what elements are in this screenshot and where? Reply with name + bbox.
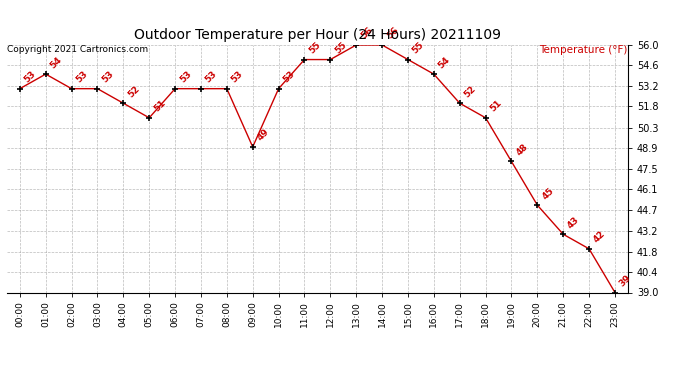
Text: 53: 53 [75,69,90,84]
Text: 54: 54 [48,55,63,70]
Text: 51: 51 [489,98,504,114]
Text: 53: 53 [100,69,115,84]
Text: 52: 52 [126,84,141,99]
Text: 48: 48 [514,142,529,157]
Text: 53: 53 [178,69,193,84]
Text: 45: 45 [540,186,555,201]
Text: 43: 43 [566,215,581,230]
Text: 42: 42 [592,230,607,244]
Text: 53: 53 [23,69,38,84]
Text: 53: 53 [282,69,297,84]
Text: 55: 55 [307,40,322,56]
Text: 56: 56 [359,26,374,41]
Text: Copyright 2021 Cartronics.com: Copyright 2021 Cartronics.com [7,45,148,54]
Text: 53: 53 [230,69,245,84]
Text: 54: 54 [437,55,452,70]
Text: 49: 49 [255,128,271,143]
Text: 55: 55 [411,40,426,56]
Text: 52: 52 [462,84,477,99]
Text: 39: 39 [618,273,633,288]
Text: 56: 56 [385,26,400,41]
Text: 53: 53 [204,69,219,84]
Text: 51: 51 [152,98,167,114]
Text: Temperature (°F): Temperature (°F) [540,45,628,55]
Title: Outdoor Temperature per Hour (24 Hours) 20211109: Outdoor Temperature per Hour (24 Hours) … [134,28,501,42]
Text: 55: 55 [333,40,348,56]
